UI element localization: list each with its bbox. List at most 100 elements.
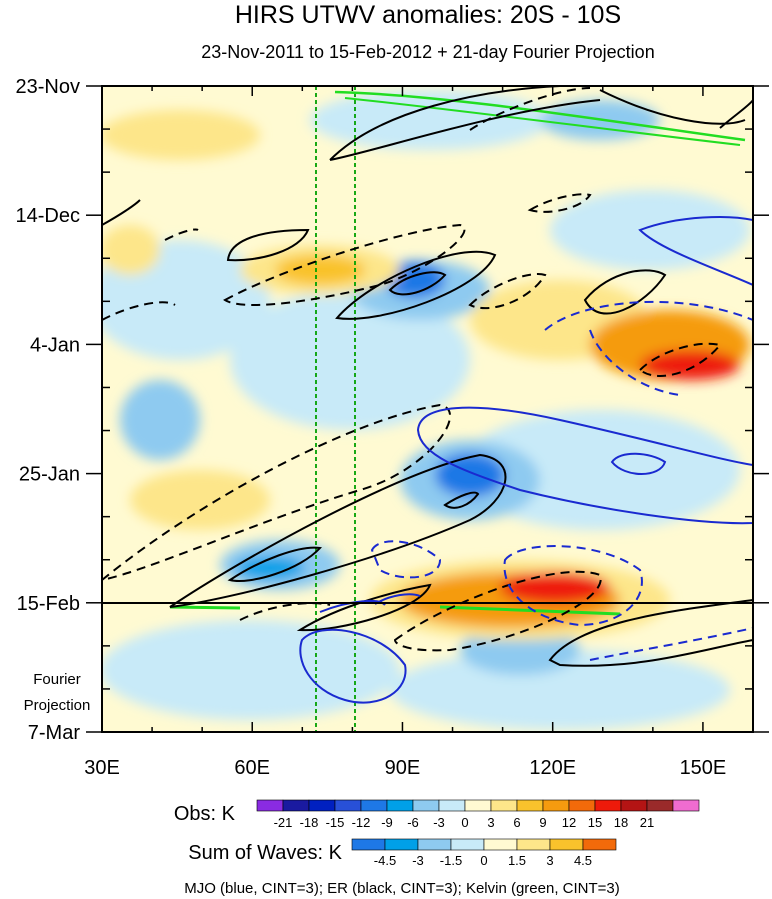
er-contour <box>548 598 753 667</box>
obs-level-label: -15 <box>326 815 345 830</box>
anomaly-blob <box>230 290 470 430</box>
kelvin-contour <box>334 90 746 142</box>
er-contour-negative <box>393 570 602 652</box>
obs-color-swatch <box>412 799 440 812</box>
er-contour <box>443 491 480 509</box>
anomaly-blob <box>640 350 740 380</box>
mjo-contour <box>638 216 753 287</box>
obs-color-swatch <box>360 799 388 812</box>
er-contour <box>169 453 507 608</box>
anomaly-blob <box>390 650 730 730</box>
x-tick-label: 60E <box>234 757 270 779</box>
waves-level-label: -1.5 <box>440 853 462 868</box>
x-tick-label: 120E <box>529 757 576 779</box>
anomaly-blob <box>120 380 200 460</box>
obs-level-label: 15 <box>588 815 602 830</box>
mjo-contour <box>299 628 407 704</box>
obs-color-swatch <box>282 799 310 812</box>
obs-color-swatch <box>620 799 648 812</box>
plot-frame <box>101 85 754 733</box>
er-contour-negative <box>223 223 466 306</box>
er-contour <box>226 228 310 262</box>
obs-color-swatch <box>464 799 492 812</box>
mjo-contour-negative <box>589 627 753 661</box>
kelvin-contour <box>439 605 621 616</box>
y-tick-label: 15-Feb <box>17 593 80 615</box>
anomaly-blob <box>550 190 750 270</box>
waves-color-swatch <box>351 838 386 851</box>
mjo-contour-negative <box>370 540 442 579</box>
obs-color-swatch <box>594 799 622 812</box>
er-contour-negative <box>469 87 591 131</box>
waves-level-label: -4.5 <box>374 853 396 868</box>
waves-level-label: 0 <box>480 853 487 868</box>
er-contour-negative <box>164 228 199 241</box>
anomaly-blob <box>235 556 305 580</box>
fourier-label: Fourier <box>33 671 81 688</box>
obs-level-label: -3 <box>433 815 445 830</box>
obs-colorbar: -21 -18 -15 -12 -9 -6 -3 0 3 6 9 12 15 18 21 <box>256 799 700 830</box>
obs-level-label: 6 <box>513 815 520 830</box>
anomaly-field <box>102 90 750 730</box>
y-tick-label: 14-Dec <box>16 205 80 227</box>
axes: 30E 60E 90E 120E 150E 23-Nov 14-Dec 4-Jan 25-Jan… <box>16 76 769 779</box>
obs-level-label: 18 <box>614 815 628 830</box>
kelvin-contour <box>344 97 741 146</box>
waves-level-label: 4.5 <box>574 853 592 868</box>
x-tick-label: 30E <box>84 757 120 779</box>
y-tick-label: 4-Jan <box>30 334 80 356</box>
obs-color-swatch <box>568 799 596 812</box>
waves-level-label: 3 <box>546 853 553 868</box>
waves-color-swatch <box>417 838 452 851</box>
waves-level-label: 1.5 <box>508 853 526 868</box>
projection-label: Projection <box>24 697 91 714</box>
obs-level-label: -9 <box>381 815 393 830</box>
obs-color-swatch <box>646 799 674 812</box>
obs-level-label: 12 <box>562 815 576 830</box>
obs-color-swatch <box>308 799 336 812</box>
er-contour-negative <box>239 602 331 621</box>
obs-level-label: -6 <box>407 815 419 830</box>
anomaly-blob <box>385 262 445 298</box>
waves-level-label: -3 <box>412 853 424 868</box>
er-contour <box>388 271 447 296</box>
anomaly-blob <box>500 572 610 604</box>
er-contour <box>329 86 746 161</box>
mjo-contour <box>416 406 753 525</box>
chart-title: HIRS UTWV anomalies: 20S - 10S <box>235 1 621 29</box>
er-contour-negative <box>102 403 452 581</box>
waves-color-swatch <box>582 838 617 851</box>
obs-level-label: -12 <box>352 815 371 830</box>
mjo-contour-negative <box>503 545 643 627</box>
waves-color-swatch <box>483 838 518 851</box>
er-contour-negative <box>102 301 176 321</box>
anomaly-blob <box>102 110 260 160</box>
obs-color-swatch <box>490 799 518 812</box>
obs-color-swatch <box>516 799 544 812</box>
kelvin-contour <box>169 605 241 610</box>
waves-color-swatch <box>384 838 419 851</box>
obs-level-label: 0 <box>461 815 468 830</box>
er-contour <box>102 199 141 226</box>
waves-colorbar: -4.5 -3 -1.5 0 1.5 3 4.5 <box>351 838 617 868</box>
er-contour <box>719 99 753 129</box>
er-contour <box>583 269 667 315</box>
y-tick-label: 7-Mar <box>28 722 81 744</box>
anomaly-blob <box>130 470 270 530</box>
obs-level-label: 3 <box>487 815 494 830</box>
obs-level-label: -18 <box>300 815 319 830</box>
waves-color-swatch <box>450 838 485 851</box>
x-tick-label: 150E <box>680 757 727 779</box>
obs-color-swatch <box>438 799 466 812</box>
anomaly-blob <box>102 225 160 275</box>
obs-color-swatch <box>256 799 284 812</box>
er-contour-negative <box>527 193 592 213</box>
anomaly-blob <box>102 620 400 720</box>
waves-color-swatch <box>549 838 584 851</box>
waves-color-swatch <box>516 838 551 851</box>
obs-color-swatch <box>386 799 414 812</box>
obs-level-label: 9 <box>539 815 546 830</box>
obs-level-label: 21 <box>640 815 654 830</box>
obs-level-label: -21 <box>274 815 293 830</box>
